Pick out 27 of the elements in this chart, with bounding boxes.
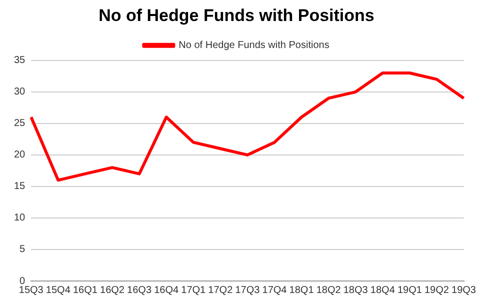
y-tick-label: 0 (20, 276, 26, 287)
x-tick-label: 19Q1 (397, 284, 422, 296)
x-tick-label: 17Q2 (208, 284, 234, 296)
y-tick-label: 20 (14, 150, 26, 161)
y-tick-label: 30 (14, 86, 26, 98)
x-tick-label: 18Q1 (289, 284, 314, 296)
y-tick-label: 5 (20, 244, 26, 256)
x-tick-label: 16Q4 (154, 284, 179, 296)
y-tick-label: 15 (14, 181, 26, 192)
x-tick-label: 16Q2 (100, 284, 125, 296)
y-tick-label: 10 (14, 212, 26, 224)
x-tick-label: 17Q4 (262, 284, 288, 296)
legend-label: No of Hedge Funds with Positions (178, 40, 330, 52)
x-tick-label: 18Q4 (370, 284, 396, 296)
x-tick-label: 16Q1 (72, 284, 98, 296)
x-tick-label: 18Q3 (343, 284, 368, 296)
x-tick-label: 15Q3 (18, 284, 44, 296)
x-tick-label: 19Q3 (452, 284, 476, 296)
chart-title: No of Hedge Funds with Positions (98, 6, 374, 25)
y-tick-label: 35 (14, 55, 26, 66)
x-tick-label: 19Q2 (424, 284, 450, 296)
x-tick-label: 16Q3 (127, 284, 152, 296)
x-tick-label: 15Q4 (46, 284, 71, 296)
x-tick-label: 18Q2 (316, 284, 342, 296)
y-tick-label: 25 (14, 118, 26, 130)
x-tick-label: 17Q3 (235, 284, 260, 296)
x-tick-label: 17Q1 (181, 284, 206, 296)
